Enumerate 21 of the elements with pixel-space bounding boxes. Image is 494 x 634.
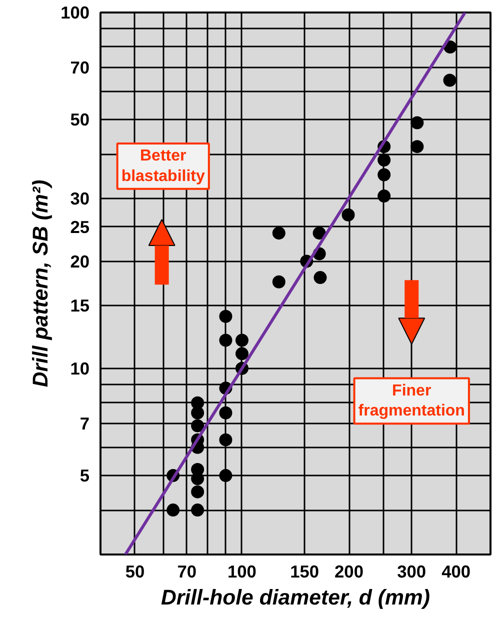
x-tick-label: 100 xyxy=(228,562,256,582)
annotation: Better blastability xyxy=(121,147,205,185)
x-tick-label: 70 xyxy=(177,562,197,582)
x-tick-label: 300 xyxy=(397,562,426,582)
y-tick-label: 5 xyxy=(80,466,90,486)
x-axis-title: Drill-hole diameter, d (mm) xyxy=(160,586,430,610)
y-tick-label: 10 xyxy=(70,358,90,378)
y-tick-label: 7 xyxy=(80,414,90,434)
y-tick-label: 25 xyxy=(70,216,90,237)
y-tick-label: 50 xyxy=(70,110,90,130)
y-tick-label: 30 xyxy=(70,188,90,209)
y-tick-label: 100 xyxy=(60,2,90,22)
y-tick-label: 70 xyxy=(70,58,90,78)
x-tick-label: 150 xyxy=(290,562,320,582)
x-tick-label: 400 xyxy=(442,562,471,582)
x-tick-label: 50 xyxy=(125,562,145,582)
annotation: Finer fragmentation xyxy=(358,382,465,420)
y-tick-label: 15 xyxy=(70,296,90,316)
y-tick-label: 20 xyxy=(70,251,90,272)
x-tick-label: 200 xyxy=(334,562,364,582)
y-axis-title: Drill pattern, SB (m²) xyxy=(28,180,53,388)
